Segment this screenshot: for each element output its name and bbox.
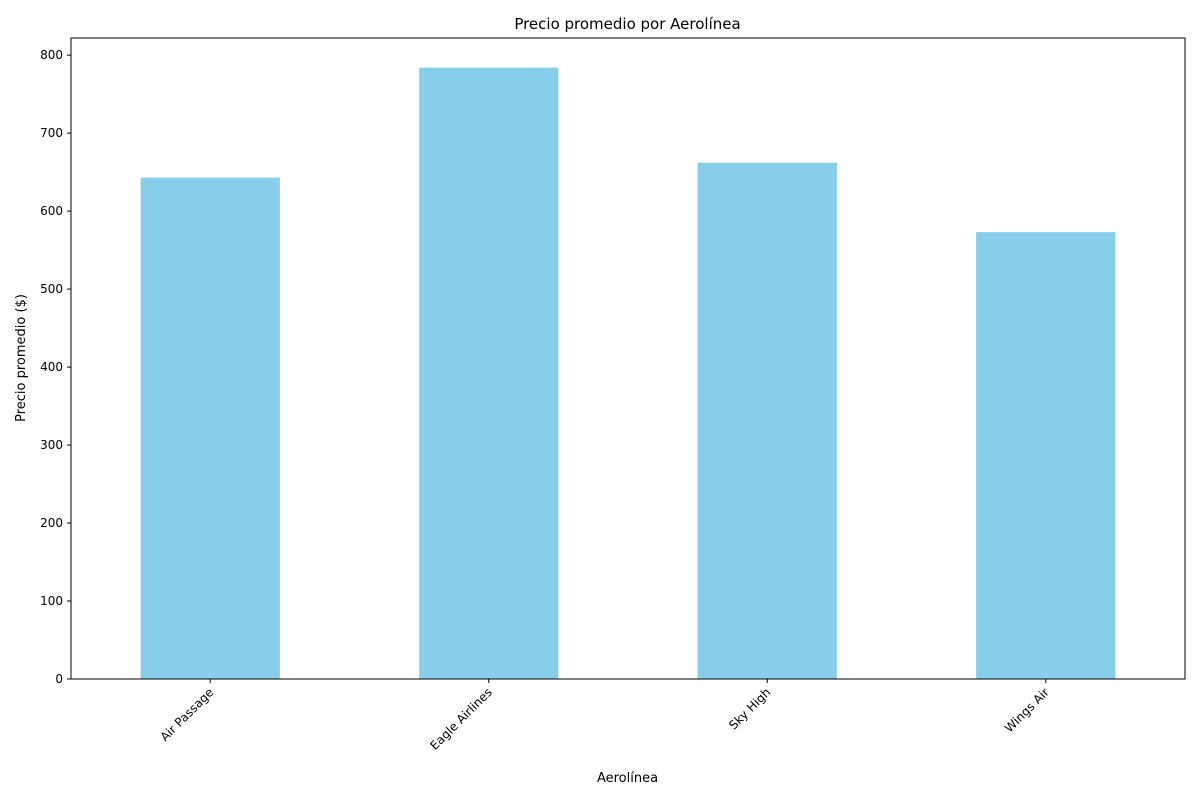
y-tick-label: 700 bbox=[40, 126, 63, 140]
y-tick-label: 400 bbox=[40, 360, 63, 374]
x-axis-title: Aerolínea bbox=[597, 771, 658, 786]
axes-frame bbox=[70, 37, 1186, 680]
bar-eagle-airlines bbox=[419, 67, 559, 679]
plot-area: 0 100 200 300 400 500 600 700 800 Air Passage Eagl… bbox=[40, 37, 1186, 753]
bar-sky-high bbox=[697, 162, 837, 679]
x-tick-label: Sky High bbox=[726, 685, 773, 732]
y-tick-label: 800 bbox=[40, 48, 63, 62]
bar-wings-air bbox=[976, 232, 1116, 679]
y-tick-label: 100 bbox=[40, 594, 63, 608]
bar-air-passage bbox=[140, 177, 280, 680]
x-tick-label: Eagle Airlines bbox=[427, 685, 495, 753]
y-tick-label: 0 bbox=[55, 672, 63, 686]
chart-title: Precio promedio por Aerolínea bbox=[514, 15, 740, 33]
x-tick-label: Air Passage bbox=[158, 685, 217, 744]
y-axis-title: Precio promedio ($) bbox=[14, 294, 29, 422]
y-tick-label: 300 bbox=[40, 438, 63, 452]
x-tick-label: Wings Air bbox=[1002, 685, 1052, 735]
y-tick-label: 500 bbox=[40, 282, 63, 296]
y-tick-label: 600 bbox=[40, 204, 63, 218]
y-tick-label: 200 bbox=[40, 516, 63, 530]
